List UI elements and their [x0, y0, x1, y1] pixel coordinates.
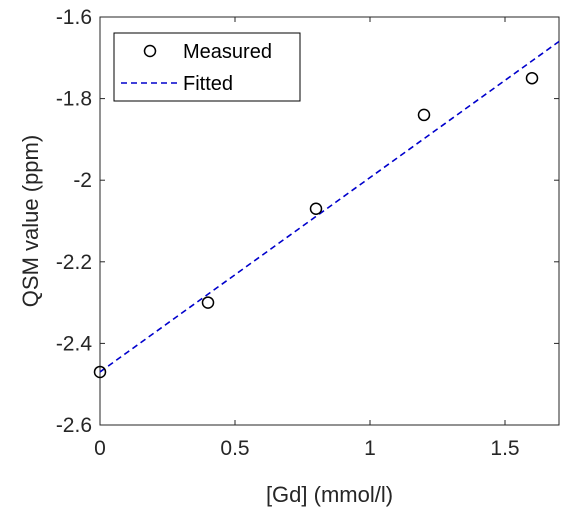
legend: Measured Fitted: [113, 32, 301, 102]
legend-marker-measured: [143, 44, 157, 58]
y-tick-label: -1.6: [56, 6, 92, 29]
y-tick-label: -2.6: [56, 414, 92, 437]
legend-label-fitted: Fitted: [183, 73, 233, 95]
y-axis-ticks: -2.6 -2.4 -2.2 -2 -1.8 -1.6: [56, 6, 559, 437]
y-tick-label: -2: [73, 169, 92, 192]
y-axis-label: QSM value (ppm): [18, 135, 43, 307]
x-axis-label: [Gd] (mmol/l): [266, 482, 393, 507]
x-tick-label: 1.5: [490, 437, 519, 460]
measured-point: [417, 108, 431, 122]
fitted-line: [99, 40, 560, 373]
legend-label-measured: Measured: [183, 41, 272, 63]
y-tick-label: -1.8: [56, 88, 92, 111]
measured-point: [309, 202, 323, 216]
x-tick-label: 1: [364, 437, 376, 460]
measured-point: [201, 296, 215, 309]
series-layer: [93, 40, 560, 379]
measured-point: [525, 71, 539, 85]
x-axis-ticks: 0 0.5 1 1.5: [94, 17, 520, 460]
legend-box: [113, 32, 301, 102]
x-tick-label: 0.5: [220, 437, 249, 460]
measured-point: [93, 365, 107, 379]
y-tick-label: -2.2: [56, 251, 92, 274]
x-tick-label: 0: [94, 437, 106, 460]
y-tick-label: -2.4: [56, 332, 93, 355]
